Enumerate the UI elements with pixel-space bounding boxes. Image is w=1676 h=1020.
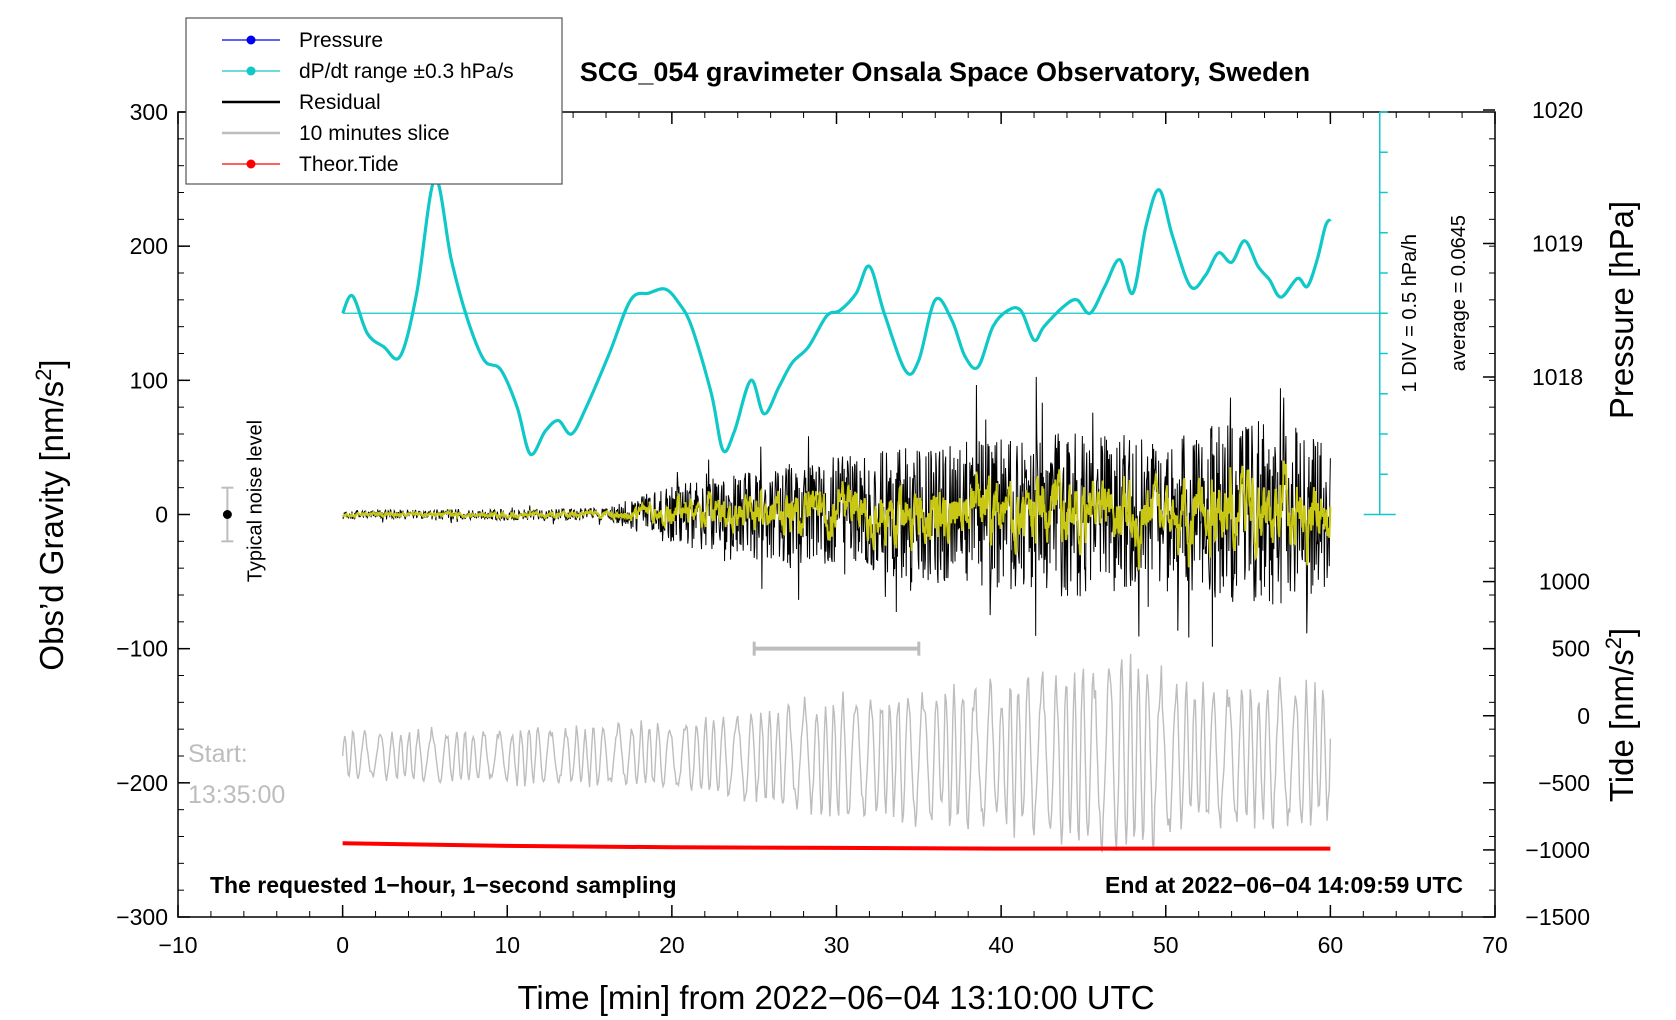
pressure-point	[997, 1, 1001, 5]
pressure-point	[817, 1, 821, 5]
pressure-axis-title: Pressure [hPa]	[1603, 201, 1640, 419]
pressure-point	[923, 1, 927, 5]
x-tick-label: 30	[824, 932, 850, 958]
pressure-point	[774, 1, 778, 5]
dpdt-range-line	[341, 177, 1332, 457]
x-tick-label: −10	[158, 932, 197, 958]
tide-tick-label: 0	[1577, 703, 1590, 729]
left-y-axis-title-end: ]	[33, 359, 70, 368]
tide-axis-title-sup: 2	[1601, 637, 1626, 649]
slice-duration-marker	[752, 641, 921, 656]
pressure-scatter-points	[341, 0, 1328, 5]
pressure-tick-label: 1019	[1532, 231, 1583, 257]
theoretical-tide-line	[342, 841, 1331, 851]
pressure-rate-scale-bar	[1363, 111, 1396, 516]
y-tick-label: −100	[116, 636, 168, 662]
start-label: Start:	[188, 740, 248, 768]
x-axis-ticks: −10 0 10 20 30 40 50 60 70	[158, 112, 1508, 958]
pressure-point	[1157, 1, 1161, 5]
legend-label: Residual	[299, 91, 381, 114]
pressure-tick-label: 1020	[1532, 97, 1583, 123]
y-tick-label: 100	[130, 367, 168, 393]
pressure-point	[782, 1, 786, 5]
pressure-point	[1176, 1, 1180, 5]
x-tick-label: 70	[1482, 932, 1508, 958]
pressure-point	[1042, 1, 1046, 5]
pressure-point	[1125, 1, 1129, 5]
pressure-point	[906, 1, 910, 5]
average-label: average = 0.0645	[1448, 215, 1470, 371]
tide-tick-label: −1500	[1525, 904, 1590, 930]
tide-tick-label: −1000	[1525, 837, 1590, 863]
pressure-point	[961, 1, 965, 5]
noise-level-label: Typical noise level	[244, 420, 266, 582]
y-tick-label: 300	[130, 99, 168, 125]
end-time-note: End at 2022−06−04 14:09:59 UTC	[1105, 872, 1463, 898]
left-y-axis-title-main: Obs’d Gravity [nm/s	[33, 381, 70, 671]
tide-tick-label: −500	[1538, 770, 1590, 796]
y-tick-label: 0	[155, 502, 168, 528]
pressure-tick-label: 1018	[1532, 364, 1583, 390]
legend-swatch-marker	[246, 159, 256, 169]
tide-axis-title-main: Tide [nm/s	[1603, 649, 1640, 802]
y-tick-label: −300	[116, 904, 168, 930]
tide-tick-label: 1000	[1539, 569, 1590, 595]
x-tick-label: 40	[988, 932, 1014, 958]
noise-level-indicator	[221, 486, 234, 543]
pressure-point	[963, 1, 967, 5]
legend-label: Theor.Tide	[299, 153, 399, 176]
pressure-point	[905, 1, 909, 5]
tide-tick-label: 500	[1552, 636, 1590, 662]
legend-label: 10 minutes slice	[299, 122, 450, 145]
start-time-label: 13:35:00	[188, 781, 285, 809]
x-axis-title: Time [min] from 2022−06−04 13:10:00 UTC	[517, 979, 1154, 1016]
tide-axis-ticks: 1000 500 0 −500 −1000 −1500	[1483, 569, 1590, 930]
x-tick-label: 10	[494, 932, 520, 958]
legend: Pressure dP/dt range ±0.3 hPa/s Residual 10…	[185, 17, 563, 185]
ten-minutes-slice-line	[341, 653, 1332, 853]
pressure-point	[995, 1, 999, 5]
pressure-point	[962, 1, 966, 5]
legend-swatch-marker	[246, 35, 256, 45]
pressure-point	[999, 1, 1003, 5]
pressure-point	[1074, 1, 1078, 5]
pressure-point	[901, 1, 905, 5]
pressure-point	[1075, 1, 1079, 5]
tide-axis-title-end: ]	[1603, 628, 1640, 637]
left-y-axis-title-sup: 2	[31, 369, 56, 381]
chart-title: SCG_054 gravimeter Onsala Space Observat…	[580, 57, 1310, 87]
legend-swatch-marker	[246, 66, 256, 76]
pressure-point	[1152, 1, 1156, 5]
x-tick-label: 0	[336, 932, 349, 958]
minor-ticks	[177, 111, 1496, 918]
pressure-point	[1013, 1, 1017, 5]
pressure-point	[795, 1, 799, 5]
x-tick-label: 20	[659, 932, 685, 958]
tide-axis-title: Tide [nm/s2]	[1601, 628, 1640, 802]
pressure-point	[869, 1, 873, 5]
sampling-note: The requested 1−hour, 1−second sampling	[210, 872, 677, 898]
y-tick-label: 200	[130, 233, 168, 259]
residual-smoothed-line	[341, 460, 1332, 570]
legend-label: Pressure	[299, 29, 383, 52]
x-tick-label: 50	[1153, 932, 1179, 958]
pressure-point	[969, 1, 973, 5]
scale-bar-label: 1 DIV = 0.5 hPa/h	[1399, 234, 1421, 392]
pressure-point	[815, 1, 819, 5]
pressure-axis-ticks: 10221021102010191018	[1483, 97, 1583, 390]
left-y-axis-title: Obs’d Gravity [nm/s2]	[31, 359, 70, 670]
x-tick-label: 60	[1318, 932, 1344, 958]
left-y-axis-ticks: 300 200 100 0 −100 −200 −300	[116, 99, 190, 930]
pressure-point	[787, 1, 791, 5]
pressure-point	[816, 1, 820, 5]
legend-label: dP/dt range ±0.3 hPa/s	[299, 60, 514, 83]
y-tick-label: −200	[116, 770, 168, 796]
pressure-point	[1106, 1, 1110, 5]
